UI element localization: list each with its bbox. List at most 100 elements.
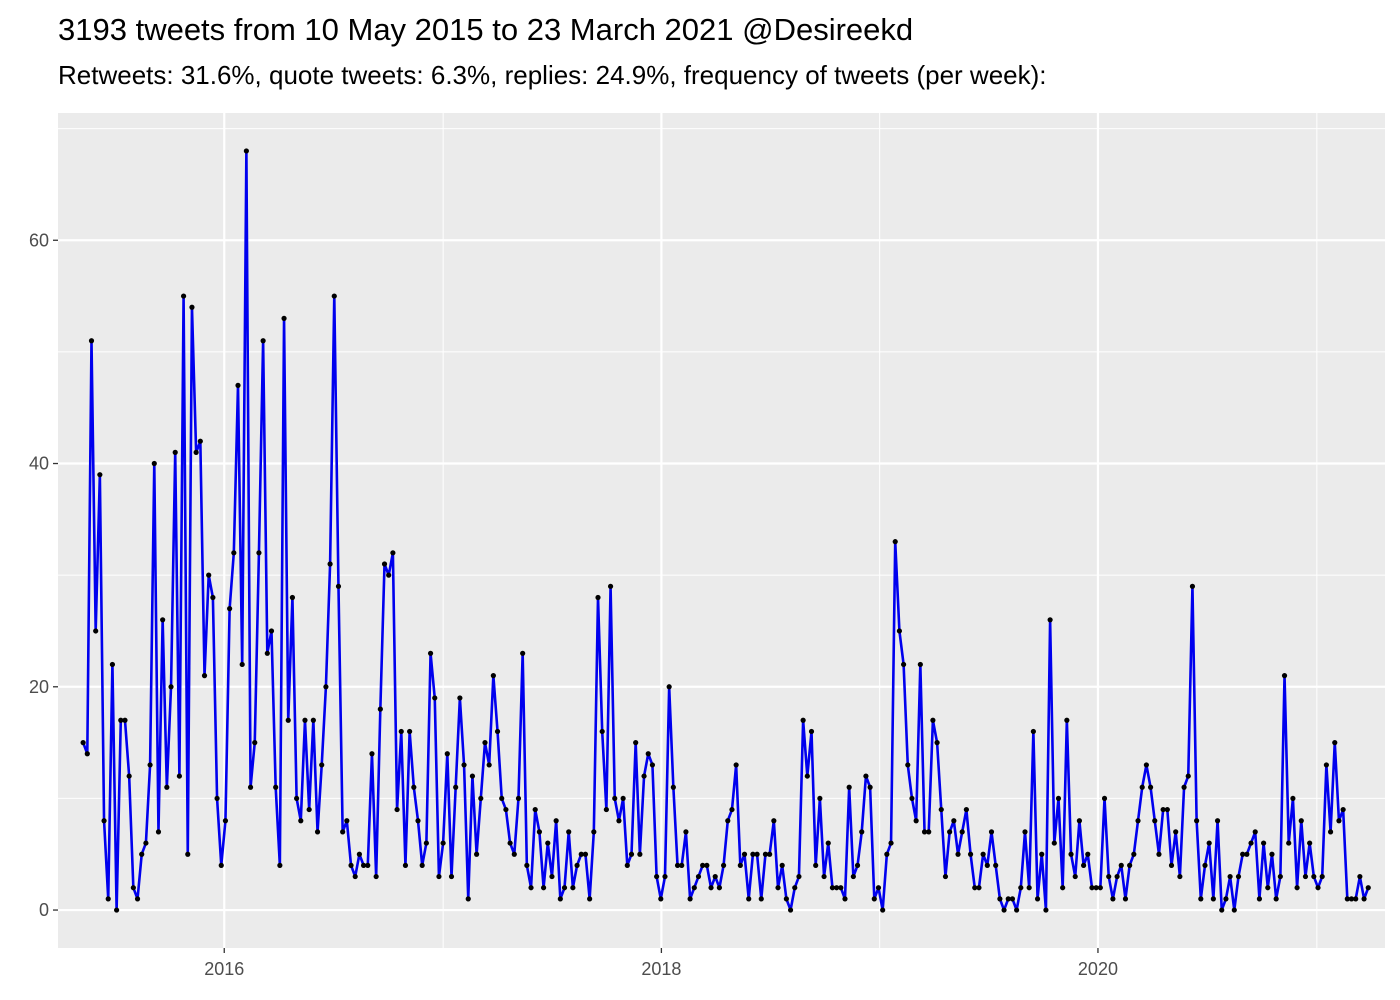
- data-point: [750, 851, 756, 857]
- data-point: [243, 148, 249, 154]
- data-point: [787, 907, 794, 913]
- data-point: [1277, 873, 1283, 880]
- data-point: [570, 885, 576, 891]
- data-point: [616, 818, 622, 824]
- data-point: [997, 896, 1003, 902]
- data-point: [222, 818, 229, 824]
- data-point: [369, 751, 375, 757]
- data-point: [896, 628, 903, 634]
- data-point: [1235, 873, 1242, 880]
- x-tick-label: 2020: [1078, 959, 1118, 979]
- data-point: [561, 885, 568, 891]
- data-point: [453, 784, 459, 790]
- data-point: [658, 896, 664, 902]
- data-point: [637, 851, 643, 857]
- data-point: [1118, 862, 1124, 868]
- data-point: [955, 851, 961, 857]
- data-point: [1152, 818, 1158, 824]
- data-point: [587, 896, 593, 902]
- data-point: [633, 740, 639, 746]
- data-point: [461, 762, 467, 768]
- data-point: [1076, 818, 1083, 824]
- data-point: [892, 539, 898, 545]
- data-point: [323, 684, 329, 690]
- data-point: [700, 862, 706, 868]
- data-point: [1030, 728, 1036, 735]
- data-point: [1143, 762, 1149, 768]
- data-point: [980, 851, 986, 857]
- data-point: [1365, 885, 1371, 891]
- data-point: [1294, 885, 1300, 891]
- data-point: [846, 784, 852, 790]
- data-point: [905, 762, 911, 768]
- data-point: [967, 851, 974, 857]
- data-point: [566, 829, 572, 835]
- data-point: [649, 762, 656, 768]
- y-tick-label: 40: [29, 454, 49, 474]
- data-point: [582, 851, 589, 857]
- data-point: [1336, 818, 1342, 824]
- data-point: [105, 896, 111, 902]
- data-point: [1156, 851, 1162, 857]
- data-point: [603, 806, 609, 813]
- data-point: [348, 862, 354, 868]
- data-point: [1332, 740, 1338, 746]
- data-point: [1214, 818, 1221, 824]
- data-point: [390, 550, 396, 556]
- data-point: [1273, 896, 1279, 902]
- data-point: [235, 382, 241, 388]
- data-point: [411, 784, 417, 790]
- data-point: [402, 862, 409, 868]
- data-point: [536, 829, 543, 835]
- chart-title: 3193 tweets from 10 May 2015 to 23 March…: [58, 12, 914, 47]
- data-point: [268, 628, 275, 634]
- data-point: [335, 583, 342, 589]
- x-tick-label: 2016: [204, 959, 244, 979]
- data-point: [540, 885, 547, 891]
- data-point: [716, 885, 723, 891]
- data-point: [683, 829, 689, 835]
- data-point: [804, 773, 810, 779]
- data-point: [1244, 851, 1250, 857]
- data-point: [201, 673, 208, 679]
- data-point: [725, 818, 731, 824]
- data-point: [859, 829, 865, 835]
- data-point: [854, 862, 861, 868]
- data-point: [1001, 907, 1007, 913]
- data-point: [792, 885, 798, 891]
- data-point: [1219, 907, 1225, 913]
- data-point: [825, 840, 831, 846]
- data-point: [528, 885, 534, 891]
- data-point: [595, 594, 601, 601]
- data-point: [1261, 840, 1267, 846]
- data-point: [670, 784, 676, 790]
- data-point: [754, 851, 760, 857]
- data-point: [813, 862, 819, 868]
- data-point: [331, 293, 337, 299]
- data-point: [1026, 885, 1032, 891]
- data-point: [1265, 885, 1271, 891]
- data-point: [1177, 873, 1183, 880]
- data-point: [256, 550, 262, 556]
- data-point: [796, 873, 802, 880]
- data-point: [465, 896, 471, 902]
- data-point: [520, 650, 526, 656]
- data-point: [1139, 784, 1145, 790]
- data-point: [1231, 907, 1237, 913]
- data-point: [976, 885, 982, 891]
- data-point: [1223, 896, 1229, 902]
- data-point: [486, 762, 492, 768]
- data-point: [1348, 896, 1355, 902]
- data-point: [880, 907, 886, 913]
- data-point: [1051, 840, 1057, 846]
- data-point: [448, 873, 455, 880]
- data-point: [775, 885, 781, 891]
- data-point: [1189, 583, 1196, 589]
- data-point: [499, 795, 505, 802]
- data-point: [1122, 896, 1129, 902]
- data-point: [1173, 829, 1179, 835]
- data-point: [947, 829, 953, 835]
- data-point: [1043, 907, 1049, 913]
- data-point: [377, 706, 383, 712]
- data-point: [352, 873, 358, 880]
